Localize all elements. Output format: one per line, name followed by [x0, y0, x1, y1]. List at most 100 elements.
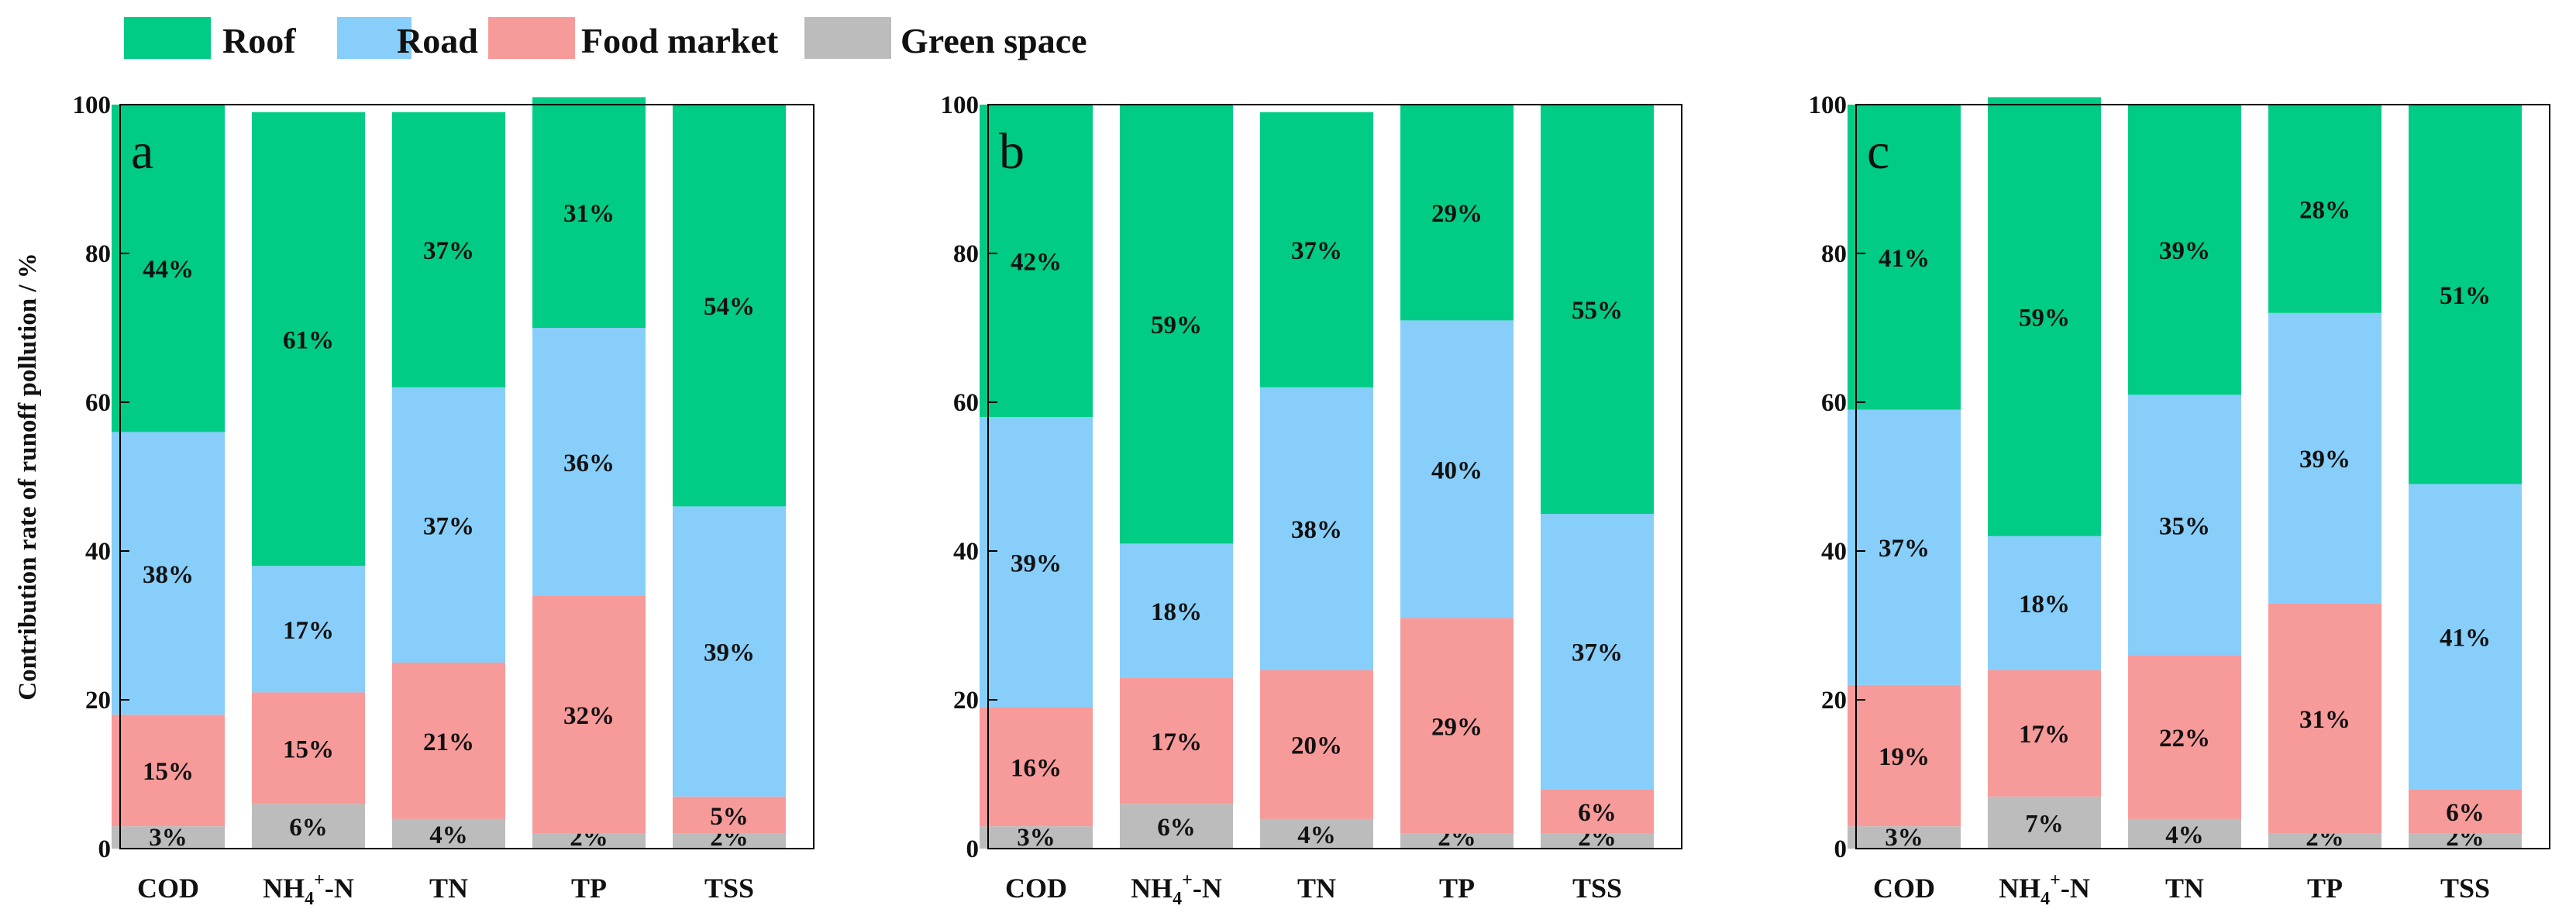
y-tick-label: 40 [953, 538, 979, 566]
bar-label-roof-3: 29% [1431, 200, 1483, 228]
x-tick-label-4: TSS [1572, 873, 1622, 904]
x-tick-label-1: NH4+-N [263, 870, 354, 909]
bar-green-space-1 [1988, 796, 2101, 849]
bar-food-market-2 [1260, 670, 1373, 819]
legend-swatch-green-space [804, 17, 891, 59]
y-tick-label: 40 [85, 538, 111, 566]
bar-label-roof-0: 41% [1879, 245, 1930, 273]
bar-label-food-market-3: 31% [2299, 706, 2350, 734]
bar-green-space-2 [392, 818, 505, 849]
bar-label-food-market-2: 21% [423, 728, 474, 756]
bar-food-market-4 [2409, 789, 2522, 834]
bar-green-space-2 [1260, 818, 1373, 849]
bar-roof-0 [980, 105, 1093, 418]
y-tick-label: 100 [73, 91, 112, 119]
legend-label-green-space: Green space [901, 21, 1087, 60]
bar-green-space-0 [112, 826, 225, 849]
legend-swatch-food-market [488, 17, 575, 59]
bar-label-road-2: 38% [1291, 516, 1342, 544]
bar-label-food-market-0: 19% [1879, 743, 1930, 771]
bar-label-road-4: 39% [704, 639, 755, 667]
bar-green-space-3 [2268, 833, 2381, 849]
y-tick-label: 60 [953, 389, 979, 417]
bar-road-3 [2268, 312, 2381, 604]
bar-road-4 [673, 506, 786, 797]
x-tick-label-3: TP [2307, 873, 2343, 904]
y-tick-label: 100 [1809, 91, 1848, 119]
bar-roof-1 [1988, 97, 2101, 536]
bar-road-3 [1400, 320, 1514, 618]
bar-road-2 [2128, 394, 2241, 656]
bar-food-market-1 [252, 692, 365, 804]
bar-label-food-market-4: 6% [2446, 799, 2485, 827]
x-tick-label-2: TN [2165, 873, 2204, 904]
legend-swatch-road [337, 17, 412, 59]
bar-green-space-3 [1400, 833, 1514, 849]
bar-label-road-1: 17% [283, 617, 334, 645]
bar-roof-0 [112, 105, 225, 432]
bar-label-roof-2: 39% [2159, 237, 2210, 265]
bar-label-road-3: 40% [1431, 456, 1483, 484]
bar-roof-4 [673, 105, 786, 507]
bar-roof-1 [252, 112, 365, 567]
bar-green-space-0 [1848, 826, 1961, 849]
bar-label-food-market-1: 17% [1151, 728, 1202, 756]
x-tick-label-4: TSS [2440, 873, 2490, 904]
y-tick-label: 20 [1821, 687, 1847, 715]
bar-label-roof-3: 28% [2299, 196, 2350, 224]
bar-food-market-0 [112, 715, 225, 827]
bar-label-roof-4: 54% [704, 293, 755, 321]
bar-green-space-1 [252, 804, 365, 849]
x-tick-label-0: COD [1005, 873, 1067, 904]
bar-green-space-4 [673, 833, 786, 849]
chart-panel-c: 3%19%37%41%7%17%18%59%4%22%35%39%2%31%39… [1809, 91, 2550, 909]
bar-label-food-market-0: 16% [1011, 754, 1062, 782]
bar-roof-4 [2409, 105, 2522, 484]
bar-road-4 [1541, 514, 1654, 790]
bar-label-green-space-2: 4% [429, 821, 468, 849]
bar-label-food-market-4: 5% [710, 803, 749, 831]
bar-label-roof-4: 51% [2440, 282, 2491, 310]
bar-green-space-0 [980, 826, 1093, 849]
bar-roof-2 [1260, 112, 1373, 387]
bar-food-market-2 [2128, 655, 2241, 819]
x-tick-label-4: TSS [704, 873, 754, 904]
bar-label-roof-1: 59% [1151, 312, 1202, 339]
bar-green-space-2 [2128, 818, 2241, 849]
bar-label-food-market-1: 15% [283, 735, 334, 763]
bar-label-road-0: 37% [1879, 535, 1930, 563]
bar-road-2 [1260, 387, 1373, 670]
legend-swatch-roof [124, 17, 211, 59]
y-tick-label: 80 [85, 240, 111, 268]
bar-green-space-1 [1120, 804, 1233, 849]
bar-label-green-space-1: 7% [2025, 810, 2064, 838]
chart-panel-a: 3%15%38%44%6%15%17%61%4%21%37%37%2%32%36… [14, 91, 814, 909]
bar-label-green-space-1: 6% [289, 814, 328, 842]
bar-label-road-4: 41% [2440, 624, 2491, 652]
panel-letter: b [999, 123, 1025, 180]
x-tick-label-2: TN [429, 873, 468, 904]
bar-road-1 [252, 566, 365, 693]
bar-label-road-3: 36% [563, 449, 615, 477]
bar-roof-4 [1541, 105, 1654, 514]
bar-label-road-2: 35% [2159, 512, 2210, 540]
bar-road-2 [392, 387, 505, 663]
bar-label-green-space-2: 4% [1297, 821, 1336, 849]
y-tick-label: 40 [1821, 538, 1847, 566]
bar-roof-3 [1400, 105, 1514, 321]
plot-frame [987, 104, 1682, 849]
panel-letter: a [131, 123, 153, 180]
bar-label-roof-0: 42% [1011, 249, 1062, 277]
x-tick-label-1: NH4+-N [1999, 870, 2090, 909]
bar-label-green-space-1: 6% [1157, 814, 1196, 842]
legend-label-food-market: Food market [581, 21, 779, 60]
bar-label-roof-1: 59% [2019, 305, 2070, 332]
bar-food-market-3 [1400, 618, 1514, 834]
bar-food-market-1 [1120, 677, 1233, 804]
legend-label-roof: Roof [222, 21, 296, 60]
y-tick-label: 100 [941, 91, 980, 119]
bar-roof-2 [2128, 105, 2241, 395]
x-tick-label-1: NH4+-N [1131, 870, 1222, 909]
legend: Roof Road Food market Green space [124, 17, 1087, 60]
